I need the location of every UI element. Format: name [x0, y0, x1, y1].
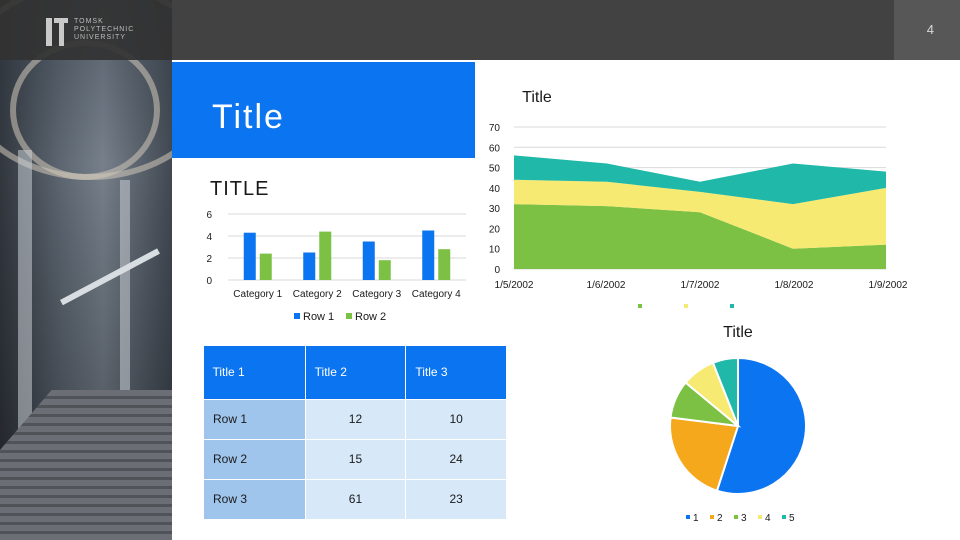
table-header-cell[interactable]: Title 3 [405, 346, 507, 399]
area-chart[interactable]: Title 0 10 20 30 40 50 60 70 1/5/2002 1/6/2002 1/7/… [478, 80, 928, 310]
y-tick-label: 40 [489, 184, 501, 195]
bar-row-1 [243, 232, 256, 280]
logo-text: TOMSK POLYTECHNIC UNIVERSITY [74, 18, 164, 42]
table-cell[interactable]: 24 [405, 438, 507, 480]
table-cell[interactable]: 12 [304, 398, 407, 440]
legend-swatch [782, 515, 786, 519]
table-header-cell[interactable]: Title 2 [305, 346, 407, 399]
legend-label: 5 [789, 513, 795, 524]
background-photo [0, 0, 172, 540]
table-header-cell[interactable]: Title 1 [203, 346, 306, 399]
page-number-box [894, 0, 960, 60]
table-row: Row 2 15 24 [203, 438, 507, 480]
legend-swatch [710, 515, 714, 519]
x-tick-label: 1/6/2002 [587, 280, 626, 291]
pie-slice-5 [711, 356, 739, 427]
logo-mark-icon [46, 18, 68, 46]
pie-slice-1 [715, 356, 807, 495]
x-tick-label: Category 2 [293, 289, 342, 300]
pie-slice-2 [669, 416, 740, 492]
table-row: Row 1 12 10 [203, 398, 507, 440]
bar-row-2 [378, 260, 391, 280]
y-tick-label: 4 [206, 232, 212, 243]
legend-label: 1 [693, 513, 699, 524]
y-tick-label: 70 [489, 123, 501, 134]
table-row-label[interactable]: Row 2 [203, 438, 306, 480]
legend-swatch [734, 515, 738, 519]
bar-row-1 [303, 252, 316, 280]
university-logo: TOMSK POLYTECHNIC UNIVERSITY [46, 18, 164, 46]
bar-row-2 [438, 249, 451, 280]
legend-label: 4 [765, 513, 771, 524]
y-tick-label: 0 [494, 265, 500, 276]
table-cell[interactable]: 15 [304, 438, 407, 480]
x-tick-label: Category 3 [352, 289, 401, 300]
bar-row-2 [259, 253, 272, 280]
table-header-row: Title 1 Title 2 Title 3 [203, 346, 507, 399]
legend-swatch [346, 313, 352, 319]
title-panel[interactable]: Title [172, 62, 475, 158]
bar-row-2 [319, 231, 332, 280]
area-series-3 [514, 155, 886, 205]
y-tick-label: 0 [206, 276, 212, 287]
area-series-2 [514, 179, 886, 249]
pie-chart[interactable]: Title 1 2 3 4 5 [620, 318, 860, 528]
y-tick-label: 20 [489, 224, 501, 235]
stair-railing [60, 248, 160, 306]
pie-chart-title: Title [723, 324, 753, 341]
logo-line: UNIVERSITY [74, 34, 127, 41]
y-tick-label: 10 [489, 245, 501, 256]
page-number: 4 [926, 22, 934, 37]
column [120, 180, 130, 540]
y-tick-label: 30 [489, 204, 501, 215]
legend-swatch [686, 515, 690, 519]
slide-title: Title [212, 98, 285, 136]
area-chart-title: Title [522, 89, 552, 106]
y-tick-label: 60 [489, 143, 501, 154]
bar-row-1 [362, 241, 375, 280]
ceiling-arch [10, 40, 160, 180]
y-tick-label: 2 [206, 254, 212, 265]
y-tick-label: 6 [206, 210, 212, 221]
logo-line: TOMSK [74, 18, 104, 25]
top-bar: TOMSK POLYTECHNIC UNIVERSITY 4 [0, 0, 960, 60]
x-tick-label: 1/5/2002 [495, 280, 534, 291]
x-tick-label: 1/8/2002 [775, 280, 814, 291]
x-tick-label: 1/9/2002 [869, 280, 908, 291]
y-tick-label: 50 [489, 164, 501, 175]
legend-swatch [758, 515, 762, 519]
legend-label: Row 2 [355, 311, 386, 323]
bar-chart[interactable]: 0 2 4 6 Category 1 Category 2 Category 3 Catego… [196, 200, 476, 330]
x-tick-label: Category 4 [412, 289, 461, 300]
legend-label: Row 1 [303, 311, 334, 323]
area-series-1 [514, 204, 886, 269]
table-cell[interactable]: 10 [405, 398, 507, 440]
data-table[interactable]: Title 1 Title 2 Title 3 Row 1 12 10 Row … [203, 346, 507, 520]
table-row-label[interactable]: Row 1 [203, 398, 306, 440]
legend-swatch [638, 304, 642, 308]
x-tick-label: Category 1 [233, 289, 282, 300]
logo-line: POLYTECHNIC [74, 26, 135, 33]
table-row: Row 3 61 23 [203, 478, 507, 520]
legend-swatch [730, 304, 734, 308]
table-cell[interactable]: 61 [304, 478, 407, 520]
x-tick-label: 1/7/2002 [681, 280, 720, 291]
legend-swatch [294, 313, 300, 319]
table-cell[interactable]: 23 [405, 478, 507, 520]
table-row-label[interactable]: Row 3 [203, 478, 306, 520]
bar-chart-title: TITLE [210, 178, 270, 200]
legend-label: 3 [741, 513, 747, 524]
legend-label: 2 [717, 513, 723, 524]
bar-row-1 [422, 230, 435, 280]
legend-swatch [684, 304, 688, 308]
